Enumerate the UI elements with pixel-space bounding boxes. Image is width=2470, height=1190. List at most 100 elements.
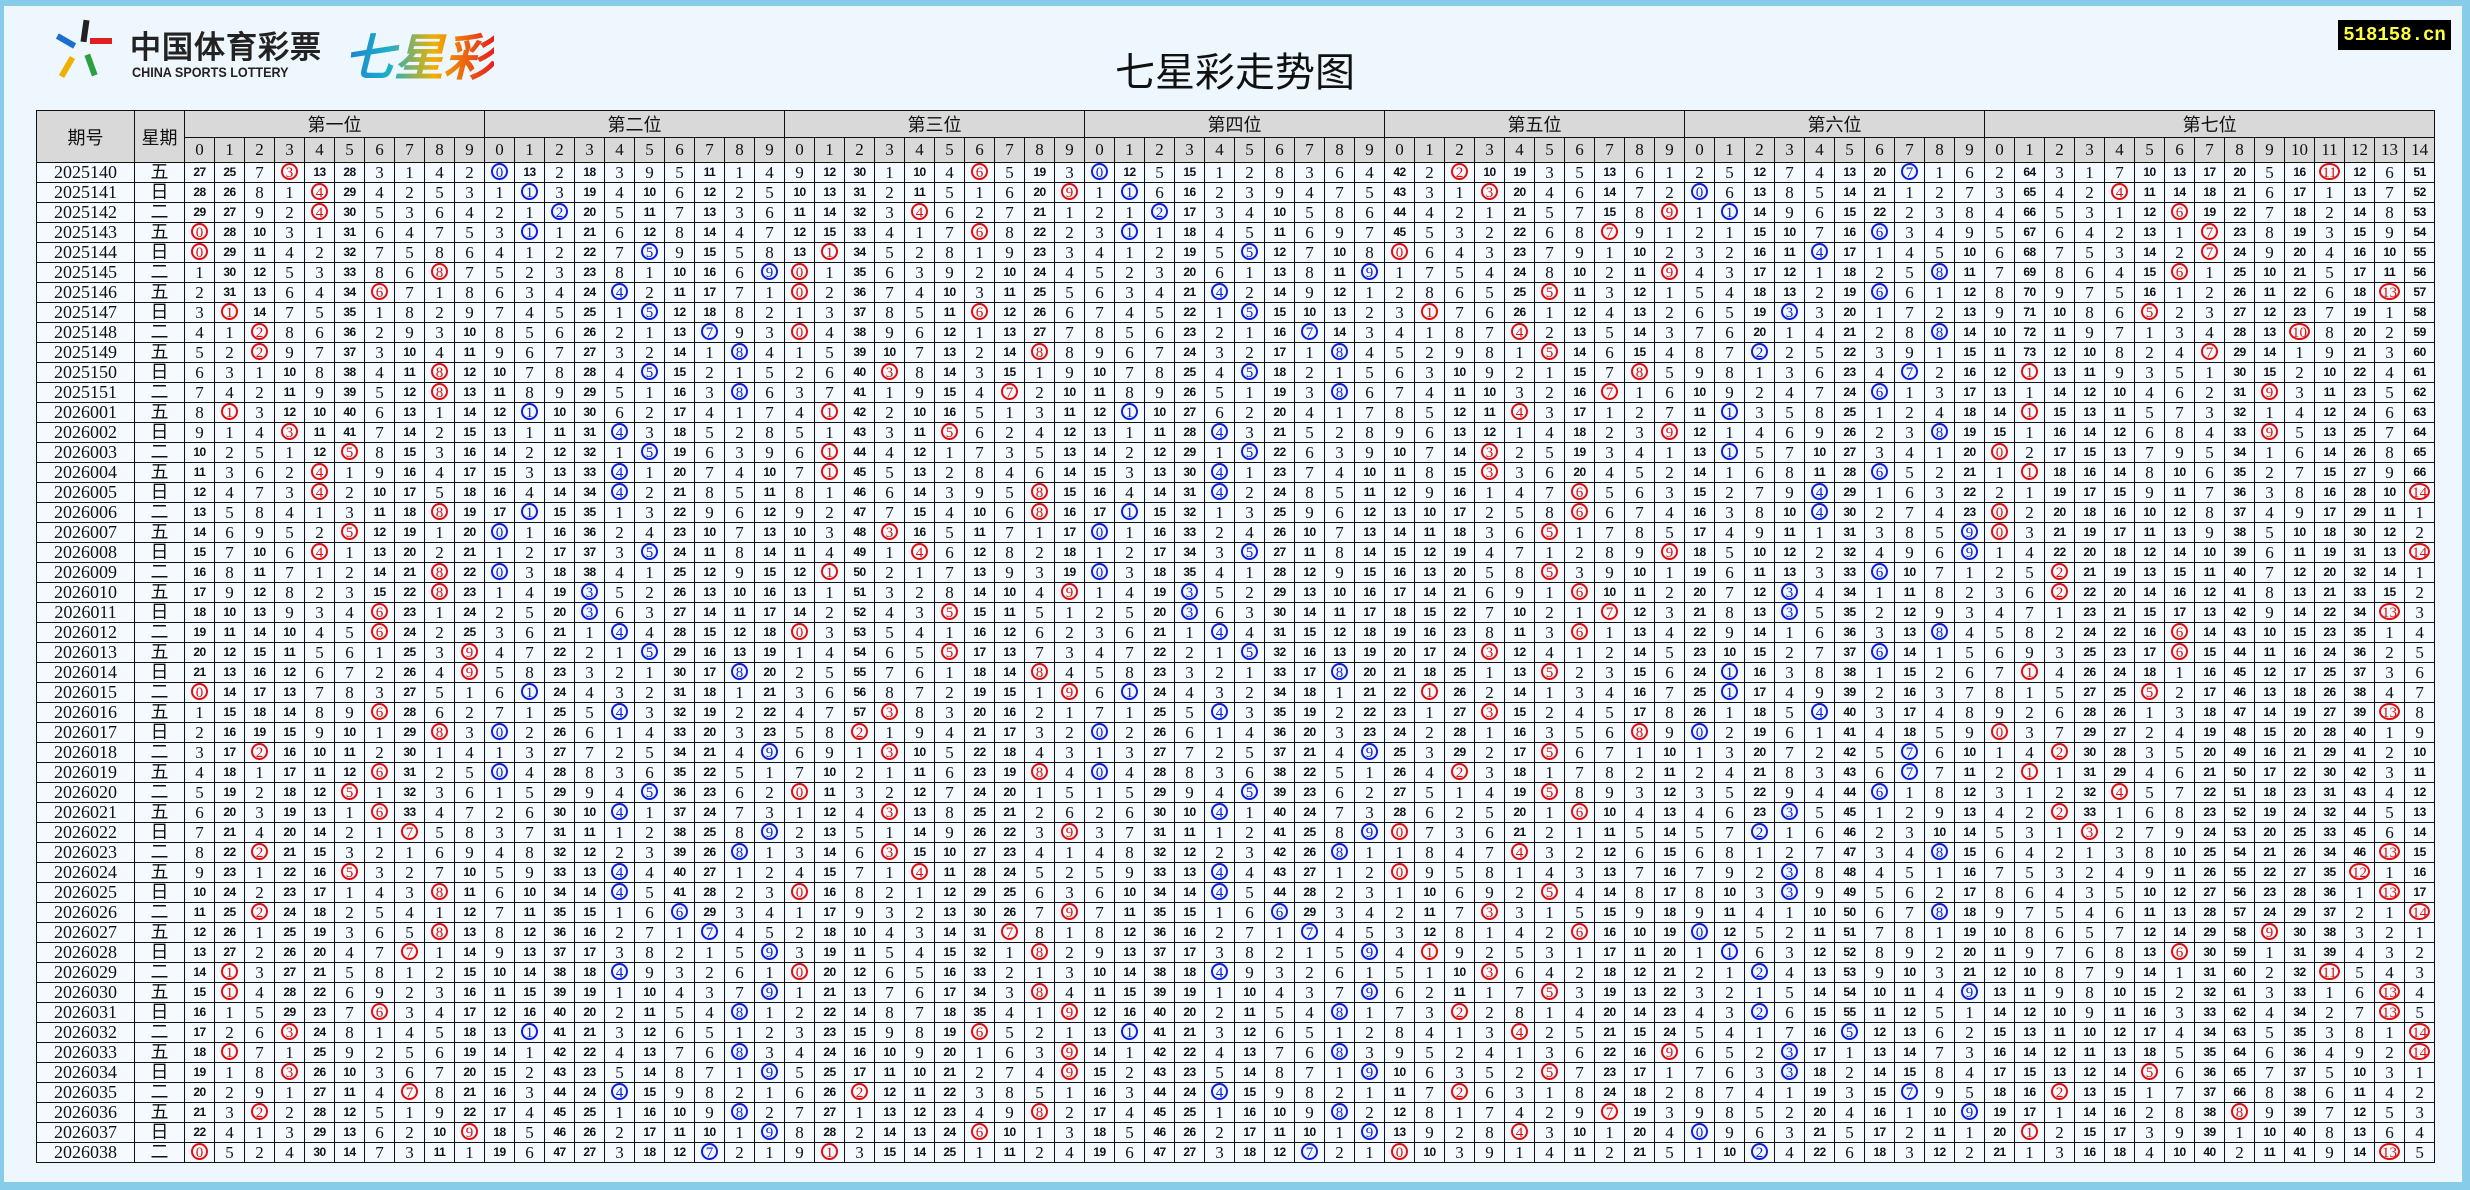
omission-cell: 16 [1564, 382, 1595, 403]
omission-cell: 11 [1084, 982, 1115, 1003]
table-row: 2026012 二 19 11 14 10 4 5 6 24 2 25 3 6 21 1 4 4 28 15 12 18 0… [36, 622, 2436, 643]
omission-cell: 7 [1684, 322, 1715, 343]
omission-cell: 29 [394, 722, 425, 743]
omission-cell: 10 [904, 742, 935, 763]
omission-cell: 2 [814, 502, 845, 523]
omission-cell: 6 [1924, 742, 1955, 763]
omission-cell: 10 [1114, 882, 1145, 903]
omission-cell: 6 [874, 642, 905, 663]
omission-cell: 16 [1954, 362, 1985, 383]
omission-cell: 3 [274, 482, 305, 503]
omission-cell: 7 [1804, 222, 1835, 243]
omission-cell: 1 [484, 742, 515, 763]
omission-cell: 9 [754, 442, 785, 463]
omission-cell: 16 [664, 382, 695, 403]
omission-cell: 39 [2224, 542, 2255, 563]
omission-cell: 15 [394, 442, 425, 463]
omission-cell: 65 [2224, 1062, 2255, 1083]
omission-cell: 9 [2164, 442, 2195, 463]
omission-cell: 21 [574, 1022, 605, 1043]
omission-cell: 1 [2194, 262, 2225, 283]
omission-cell: 14 [184, 522, 215, 543]
winning-ball: 5 [1541, 743, 1558, 761]
digit-header: 6 [664, 137, 695, 163]
omission-cell: 5 [1354, 182, 1385, 203]
omission-cell: 21 [394, 562, 425, 583]
omission-cell: 2 [1924, 302, 1955, 323]
omission-cell: 7 [274, 302, 305, 323]
omission-cell: 6 [2014, 882, 2045, 903]
winning-ball: 2 [2051, 583, 2068, 601]
winning-number-cell: 1 [1414, 682, 1445, 703]
omission-cell: 25 [544, 702, 575, 723]
omission-cell: 7 [544, 342, 575, 363]
omission-cell: 25 [934, 1142, 965, 1163]
omission-cell: 3 [1084, 622, 1115, 643]
omission-cell: 5 [1414, 402, 1445, 423]
omission-cell: 1 [514, 522, 545, 543]
omission-cell: 30 [544, 802, 575, 823]
omission-cell: 1 [364, 302, 395, 323]
omission-cell: 14 [1564, 342, 1595, 363]
omission-cell: 7 [874, 282, 905, 303]
omission-cell: 3 [604, 762, 635, 783]
omission-cell: 5 [1144, 162, 1175, 183]
omission-cell: 10 [2014, 962, 2045, 983]
table-row: 2026001 五 8 1 3 12 10 40 6 13 1 14 12 1 10 30 6 2 17 4 1 7 4 1 4… [36, 402, 2436, 423]
omission-cell: 3 [2403, 962, 2436, 983]
issue-number: 2026014 [36, 662, 135, 683]
winning-number-cell: 5 [1234, 642, 1265, 663]
omission-cell: 10 [874, 342, 905, 363]
winning-ball: 0 [191, 1143, 208, 1161]
omission-cell: 14 [844, 1002, 875, 1023]
omission-cell: 39 [2284, 1102, 2315, 1123]
omission-cell: 4 [184, 762, 215, 783]
omission-cell: 3 [1084, 822, 1115, 843]
omission-cell: 5 [2044, 202, 2075, 223]
omission-cell: 30 [844, 162, 875, 183]
omission-cell: 13 [514, 162, 545, 183]
winning-number-cell: 3 [1474, 442, 1505, 463]
omission-cell: 3 [1444, 822, 1475, 843]
omission-cell: 2 [1504, 362, 1535, 383]
omission-cell: 1 [1324, 1022, 1355, 1043]
omission-cell: 16 [2284, 162, 2315, 183]
winning-number-cell: 0 [184, 222, 215, 243]
omission-cell: 17 [214, 742, 245, 763]
omission-cell: 18 [304, 902, 335, 923]
site-badge[interactable]: 518158.cn [2338, 20, 2451, 50]
table-row: 2026013 五 20 12 15 11 5 6 1 25 3 9 4 7 22 2 1 5 29 16 13 19 1 4… [36, 642, 2436, 663]
omission-cell: 10 [2074, 1022, 2105, 1043]
winning-number-cell: 9 [1654, 422, 1685, 443]
omission-cell: 7 [1774, 742, 1805, 763]
winning-ball: 9 [1961, 523, 1978, 541]
omission-cell: 1 [424, 522, 455, 543]
omission-cell: 9 [994, 242, 1025, 263]
omission-cell: 1 [364, 822, 395, 843]
omission-cell: 14 [574, 882, 605, 903]
omission-cell: 6 [2164, 762, 2195, 783]
omission-cell: 18 [454, 1022, 485, 1043]
winning-ball: 2 [1451, 763, 1468, 781]
winning-ball: 3 [281, 423, 298, 441]
issue-column-header: 期号 [36, 110, 135, 163]
omission-cell: 2 [1354, 862, 1385, 883]
omission-cell: 34 [334, 282, 365, 303]
winning-number-cell: 7 [1894, 742, 1925, 763]
winning-number-cell: 8 [724, 382, 755, 403]
omission-cell: 11 [634, 202, 665, 223]
omission-cell: 7 [754, 222, 785, 243]
omission-cell: 4 [1234, 622, 1265, 643]
omission-cell: 5 [1804, 602, 1835, 623]
winning-ball: 2 [1451, 1003, 1468, 1021]
omission-cell: 31 [664, 682, 695, 703]
omission-cell: 5 [1894, 262, 1925, 283]
omission-cell: 16 [694, 642, 725, 663]
omission-cell: 6 [364, 1122, 395, 1143]
omission-cell: 15 [1144, 502, 1175, 523]
omission-cell: 8 [184, 402, 215, 423]
omission-cell: 10 [2374, 242, 2405, 263]
omission-cell: 7 [424, 1062, 455, 1083]
omission-cell: 2 [964, 202, 995, 223]
omission-cell: 41 [1144, 1022, 1175, 1043]
